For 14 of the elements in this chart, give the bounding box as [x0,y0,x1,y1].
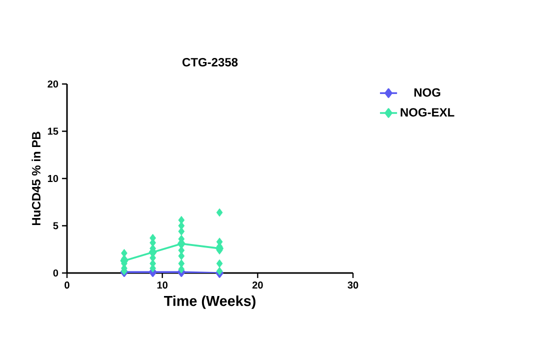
x-tick-label: 10 [157,282,168,289]
y-tick-label: 0 [53,269,58,277]
x-tick-label: 0 [64,282,70,289]
x-tick-label: 30 [348,282,358,289]
legend-label: NOG [414,88,440,97]
y-tick-label: 10 [48,174,58,182]
y-tick-label: 15 [48,128,58,135]
chart-title: CTG-2358 [182,58,238,66]
x-tick-label: 20 [252,282,263,289]
y-tick-label: 20 [48,80,58,88]
x-axis-title: Time (Weeks) [164,296,256,309]
y-tick-label: 5 [53,222,58,230]
y-axis-title: HuCD45 % in PB [32,132,40,226]
legend-label: NOG-EXL [400,108,454,117]
